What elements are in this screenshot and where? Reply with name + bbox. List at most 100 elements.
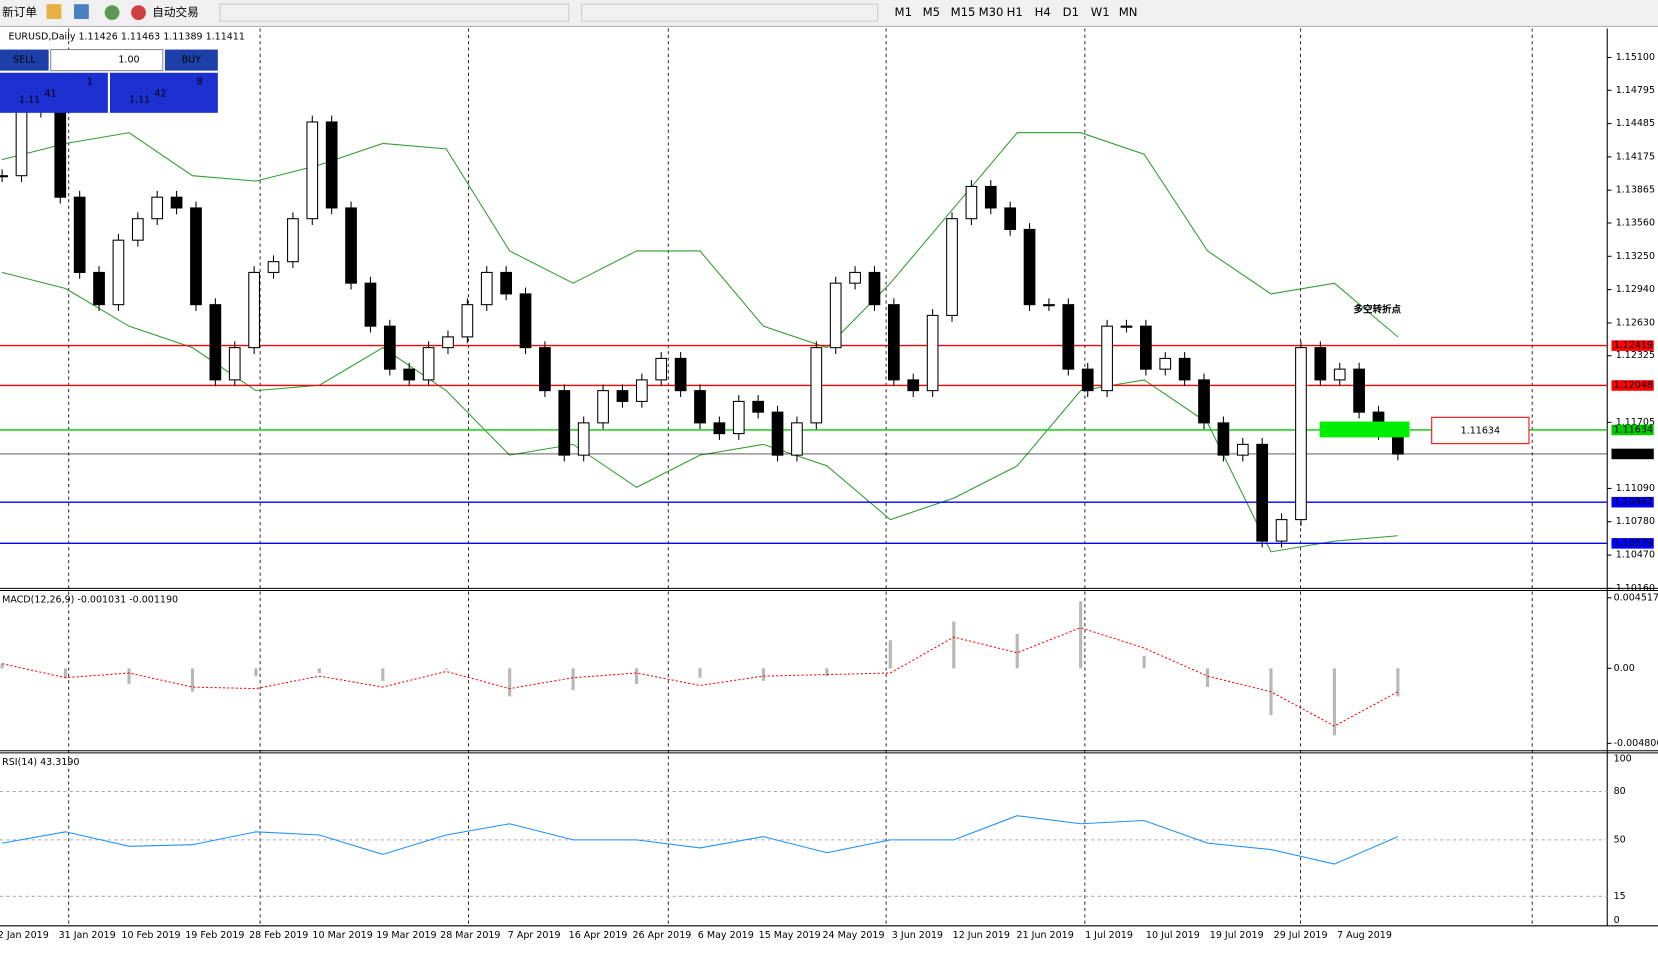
candle xyxy=(694,390,706,424)
macd-bar xyxy=(1015,633,1019,669)
price-level-label: 1.10579 xyxy=(1614,538,1653,549)
x-tick-label: 24 May 2019 xyxy=(823,930,885,941)
candle xyxy=(306,121,319,220)
candle xyxy=(1004,207,1017,230)
candle xyxy=(1333,368,1346,381)
ask-box[interactable] xyxy=(109,72,218,113)
timeframe[interactable]: H4 xyxy=(1035,5,1051,19)
macd-label: MACD(12,26,9) -0.001031 -0.001190 xyxy=(2,594,178,605)
price-level-tag xyxy=(1611,380,1654,391)
y-tick-label: 1.12325 xyxy=(1616,350,1655,361)
macd-bar xyxy=(508,668,512,697)
bid-prefix: 1.11 xyxy=(19,95,40,106)
y-tick-label: 100 xyxy=(1614,754,1632,765)
auto-trade[interactable]: 自动交易 xyxy=(152,5,199,19)
macd-bar xyxy=(1396,668,1400,697)
candle xyxy=(1178,357,1191,381)
x-tick-label: 26 Apr 2019 xyxy=(633,930,692,941)
icon[interactable] xyxy=(104,5,120,21)
timeframe[interactable]: M15 xyxy=(951,5,976,19)
price-level-tag xyxy=(1611,448,1654,460)
candle xyxy=(887,304,900,381)
ask-prefix: 1.11 xyxy=(129,95,150,106)
callout-label: 1.11634 xyxy=(1461,426,1500,437)
x-tick-label: 7 Apr 2019 xyxy=(508,930,561,941)
chart-header: EURUSD,Daily 1.11426 1.11463 1.11389 1.1… xyxy=(8,31,244,42)
x-tick-label: 1 Jul 2019 xyxy=(1085,930,1133,941)
candle xyxy=(655,357,668,381)
macd-bar xyxy=(127,668,131,684)
candle xyxy=(345,207,357,284)
rsi-label: RSI(14) 43.3190 xyxy=(2,757,79,768)
x-tick-label: 21 Jun 2019 xyxy=(1017,930,1074,941)
sell-label: SELL xyxy=(13,55,36,66)
icon[interactable] xyxy=(131,5,146,21)
timeframe[interactable]: MN xyxy=(1119,5,1138,19)
buy-button[interactable] xyxy=(164,49,218,71)
icon[interactable] xyxy=(74,4,89,19)
x-tick-label: 19 Mar 2019 xyxy=(376,930,436,941)
timeframe[interactable]: W1 xyxy=(1091,5,1110,19)
candle xyxy=(228,347,241,381)
bollinger-band xyxy=(1,132,1399,349)
candle xyxy=(287,218,299,263)
candle xyxy=(1295,347,1307,521)
x-tick-label: 10 Jul 2019 xyxy=(1146,930,1200,941)
macd-bar xyxy=(381,668,385,681)
candle xyxy=(267,261,280,273)
candle xyxy=(383,325,396,370)
macd-bar xyxy=(444,668,448,670)
candle xyxy=(461,304,474,338)
candle xyxy=(810,347,823,424)
tool-group xyxy=(219,3,570,22)
y-tick-label: -0.004806 xyxy=(1614,738,1658,749)
buy-label: BUY xyxy=(182,55,201,66)
timeframe[interactable]: D1 xyxy=(1063,5,1079,19)
candle xyxy=(1159,357,1172,370)
macd-bar xyxy=(571,668,575,691)
timeframe[interactable]: M5 xyxy=(923,5,940,19)
price-level-tag xyxy=(1611,424,1654,436)
y-tick-label: 1.11705 xyxy=(1616,417,1655,428)
timeframe[interactable]: M1 xyxy=(895,5,912,19)
candle xyxy=(209,304,222,381)
x-tick-label: 19 Jul 2019 xyxy=(1210,930,1264,941)
sell-button[interactable] xyxy=(0,49,49,71)
candle xyxy=(1198,379,1210,424)
y-tick-label: 1.12630 xyxy=(1616,317,1655,328)
new-order[interactable]: 新订单 xyxy=(2,5,37,19)
candle xyxy=(771,411,784,456)
lot-input[interactable] xyxy=(50,49,164,72)
candle xyxy=(1314,347,1327,381)
candle xyxy=(907,379,920,392)
y-tick-label: 1.13250 xyxy=(1616,251,1655,262)
candle xyxy=(112,239,125,306)
candle xyxy=(946,218,958,316)
icon[interactable] xyxy=(46,4,62,19)
macd-bar xyxy=(190,668,195,692)
candle xyxy=(577,422,590,456)
candle xyxy=(1101,325,1113,392)
timeframe[interactable]: H1 xyxy=(1007,5,1023,19)
bid-box[interactable] xyxy=(0,72,108,113)
y-tick-label: 0.00 xyxy=(1614,663,1635,674)
candle xyxy=(984,185,997,209)
candle xyxy=(558,390,571,456)
y-tick-label: 1.13865 xyxy=(1616,185,1655,196)
ask-sup: 8 xyxy=(197,77,203,88)
candle xyxy=(422,347,435,381)
x-tick-label: 10 Feb 2019 xyxy=(121,930,180,941)
y-tick-label: 50 xyxy=(1614,834,1626,845)
timeframe[interactable]: M30 xyxy=(979,5,1004,19)
signal-box xyxy=(1319,421,1410,438)
price-level-label: 1.10962 xyxy=(1614,497,1653,508)
macd-bar xyxy=(952,621,956,669)
macd-bar xyxy=(825,668,829,677)
x-tick-label: 2 Jan 2019 xyxy=(0,930,49,941)
candle xyxy=(151,196,164,220)
candle xyxy=(480,271,493,306)
candle xyxy=(616,390,629,402)
candle xyxy=(54,110,67,198)
x-tick-label: 28 Mar 2019 xyxy=(440,930,500,941)
price-level-label: 1.11411 xyxy=(1614,448,1653,459)
